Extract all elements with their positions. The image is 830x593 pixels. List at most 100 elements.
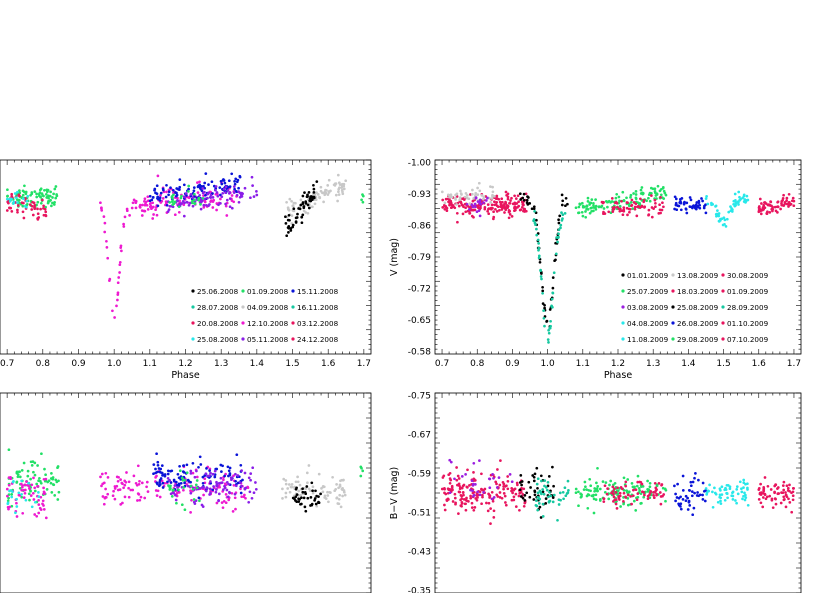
data-point: [217, 203, 220, 207]
data-point: [230, 172, 234, 176]
data-point: [648, 485, 652, 489]
data-point: [769, 200, 773, 204]
data-point: [551, 286, 555, 290]
data-point: [491, 473, 494, 476]
legend-marker: [621, 337, 625, 341]
data-point: [527, 480, 531, 484]
data-point: [30, 208, 34, 211]
data-point: [592, 201, 595, 205]
data-point: [54, 185, 58, 188]
data-point: [736, 200, 740, 204]
data-point: [625, 489, 629, 493]
data-point: [716, 209, 719, 212]
data-point: [202, 486, 205, 489]
y-tick-label: -0.43: [408, 548, 431, 558]
data-point: [224, 191, 227, 194]
legend-marker: [191, 305, 195, 309]
data-point: [50, 204, 53, 208]
legend-marker: [291, 305, 295, 309]
data-point: [179, 481, 183, 485]
data-point: [185, 483, 189, 486]
data-point: [222, 187, 226, 191]
data-point: [205, 203, 208, 207]
data-point: [215, 191, 219, 194]
data-point: [662, 493, 666, 496]
data-point: [359, 474, 363, 478]
data-point: [161, 187, 165, 191]
data-point: [650, 194, 653, 197]
data-point: [300, 502, 303, 506]
data-point: [189, 469, 193, 473]
data-point: [482, 201, 485, 204]
data-point: [160, 471, 164, 475]
data-point: [193, 198, 196, 202]
data-point: [633, 485, 636, 489]
data-point: [477, 181, 481, 185]
data-point: [10, 210, 14, 213]
data-point: [723, 218, 727, 222]
data-point: [174, 493, 177, 497]
data-point: [664, 488, 668, 492]
data-point: [537, 256, 541, 260]
data-point: [143, 496, 147, 500]
data-point: [31, 213, 35, 217]
data-point: [503, 211, 506, 214]
data-point: [764, 497, 768, 501]
data-point: [451, 204, 455, 207]
data-point: [535, 218, 538, 222]
data-point: [243, 487, 247, 491]
data-point: [535, 466, 539, 470]
data-point: [705, 493, 709, 496]
data-point: [174, 498, 178, 502]
data-point: [517, 200, 520, 204]
data-point: [495, 194, 499, 198]
data-point: [171, 205, 175, 209]
data-point: [504, 190, 508, 194]
data-point: [50, 491, 54, 494]
data-point: [307, 464, 311, 467]
data-point: [342, 489, 346, 492]
data-point: [490, 490, 494, 494]
data-point: [679, 208, 683, 212]
data-point: [233, 187, 236, 191]
data-point: [166, 469, 170, 473]
data-point: [18, 189, 21, 192]
data-point: [26, 483, 29, 487]
data-point: [20, 495, 24, 499]
data-point: [49, 477, 53, 480]
data-point: [293, 497, 296, 501]
data-point: [548, 308, 552, 311]
legend-marker: [291, 321, 295, 325]
data-point: [478, 202, 482, 205]
data-point: [464, 508, 468, 512]
data-point: [744, 482, 747, 486]
data-point: [21, 197, 25, 200]
data-point: [165, 201, 168, 205]
data-point: [172, 491, 176, 495]
data-point: [458, 486, 462, 489]
data-point: [714, 204, 718, 208]
data-point: [219, 179, 223, 183]
data-point: [692, 506, 696, 510]
data-point: [539, 275, 543, 278]
data-point: [234, 484, 238, 488]
data-point: [204, 472, 208, 476]
data-point: [322, 485, 326, 489]
data-point: [658, 491, 662, 494]
data-point: [542, 316, 546, 320]
data-point: [207, 191, 211, 195]
data-point: [43, 467, 46, 471]
data-point: [494, 207, 497, 211]
data-point: [287, 231, 290, 234]
data-point: [489, 206, 493, 210]
data-point: [524, 192, 528, 196]
data-point: [698, 206, 702, 210]
data-point: [586, 506, 590, 510]
data-point: [653, 491, 657, 494]
data-point: [197, 197, 201, 201]
data-point: [711, 203, 715, 206]
data-point: [471, 192, 474, 196]
data-point: [30, 483, 34, 487]
data-point: [770, 498, 774, 502]
data-point: [516, 206, 519, 209]
